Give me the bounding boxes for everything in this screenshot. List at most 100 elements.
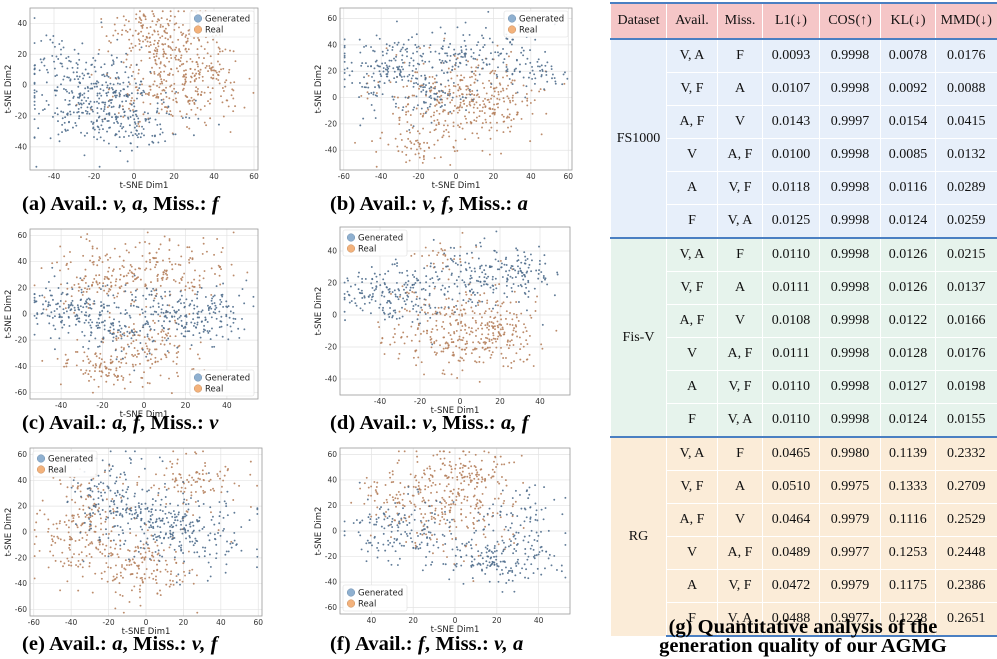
real-points-point [179, 60, 182, 63]
real-points-point [175, 22, 178, 25]
generated-points-point [47, 103, 50, 106]
generated-points-point [525, 85, 528, 88]
generated-points-point [113, 499, 116, 502]
generated-points-point [248, 519, 251, 522]
generated-points-point [218, 515, 221, 518]
real-points-point [164, 31, 167, 34]
generated-points-point [139, 508, 142, 511]
generated-points-point [460, 51, 463, 54]
real-points-point [125, 58, 128, 61]
generated-points-point [414, 303, 417, 306]
generated-points-point [409, 289, 412, 292]
real-points-point [217, 79, 220, 81]
real-points-point [454, 139, 457, 142]
real-points-point [102, 533, 105, 536]
generated-points-point [76, 111, 79, 114]
generated-points-point [88, 340, 91, 343]
real-points-point [175, 101, 178, 104]
real-points-point [183, 83, 186, 86]
real-points-point [467, 60, 469, 63]
real-points-point [85, 538, 88, 541]
real-points-point [206, 52, 209, 55]
real-points-point [465, 121, 468, 124]
real-points-point [396, 501, 399, 504]
generated-points-point [47, 281, 50, 283]
real-points-point [136, 89, 139, 92]
real-points-point [87, 302, 90, 305]
generated-points-point [415, 277, 418, 280]
real-points-point [160, 78, 163, 81]
real-points-point [416, 130, 419, 133]
real-points-point [175, 67, 178, 70]
real-points-point [224, 465, 227, 468]
real-points-point [204, 491, 206, 493]
generated-points-point [169, 529, 172, 532]
real-points-point [481, 149, 484, 152]
real-points-point [202, 491, 205, 494]
generated-points-point [398, 317, 401, 320]
generated-points-point [415, 46, 418, 49]
generated-points-point [93, 128, 96, 131]
generated-points-point [87, 96, 90, 99]
real-points-point [107, 277, 110, 280]
generated-points-point [127, 117, 130, 120]
real-points-point [139, 278, 142, 281]
real-points-point [529, 314, 532, 317]
real-points-point [113, 296, 116, 299]
real-points-point [496, 311, 499, 314]
real-points-point [494, 283, 497, 286]
real-points-point [249, 506, 252, 508]
generated-points-point [410, 77, 413, 80]
generated-points-point [105, 92, 108, 95]
real-points-point [172, 360, 175, 363]
generated-points-point [529, 253, 532, 256]
generated-points-point [502, 48, 504, 50]
real-points-point [114, 607, 117, 610]
generated-points-point [420, 107, 423, 110]
real-points-point [449, 322, 452, 325]
real-points-point [161, 10, 164, 13]
real-points-point [123, 387, 126, 390]
real-points-point [513, 290, 516, 293]
real-points-point [210, 76, 213, 79]
real-points-point [43, 513, 46, 516]
generated-points-point [196, 313, 199, 315]
real-points-point [468, 472, 471, 475]
real-points-point [474, 70, 477, 73]
real-points-point [103, 278, 106, 280]
generated-points-point [215, 557, 218, 560]
generated-points-point [225, 300, 228, 303]
generated-points-point [131, 134, 134, 137]
generated-points-point [128, 314, 131, 317]
real-points-point [188, 33, 191, 36]
generated-points-point [373, 109, 376, 112]
generated-points-point [358, 96, 361, 99]
real-points-point [426, 264, 429, 267]
real-points-point [379, 137, 382, 140]
real-points-point [163, 50, 165, 53]
real-points-point [168, 377, 170, 380]
real-points-point [173, 28, 176, 31]
generated-points-point [411, 283, 414, 286]
real-points-point [445, 128, 448, 131]
generated-points-point [382, 67, 385, 69]
generated-points-point [393, 70, 396, 73]
generated-points-point [75, 62, 78, 65]
real-points-point [472, 341, 475, 344]
generated-points-point [406, 47, 409, 50]
real-points-point [172, 278, 175, 281]
generated-points-point [155, 539, 158, 542]
generated-points-point [196, 551, 199, 554]
real-points-point [109, 288, 112, 291]
real-points-point [367, 74, 370, 77]
real-points-point [154, 266, 157, 269]
real-points-point [133, 99, 136, 102]
real-points-point [442, 462, 445, 465]
generated-points-point [78, 95, 81, 98]
generated-points-point [52, 35, 55, 37]
generated-points-point [104, 469, 107, 472]
generated-points-point [118, 320, 121, 323]
generated-points-point [346, 290, 349, 293]
generated-points-point [500, 266, 503, 269]
real-points-point [461, 106, 463, 109]
